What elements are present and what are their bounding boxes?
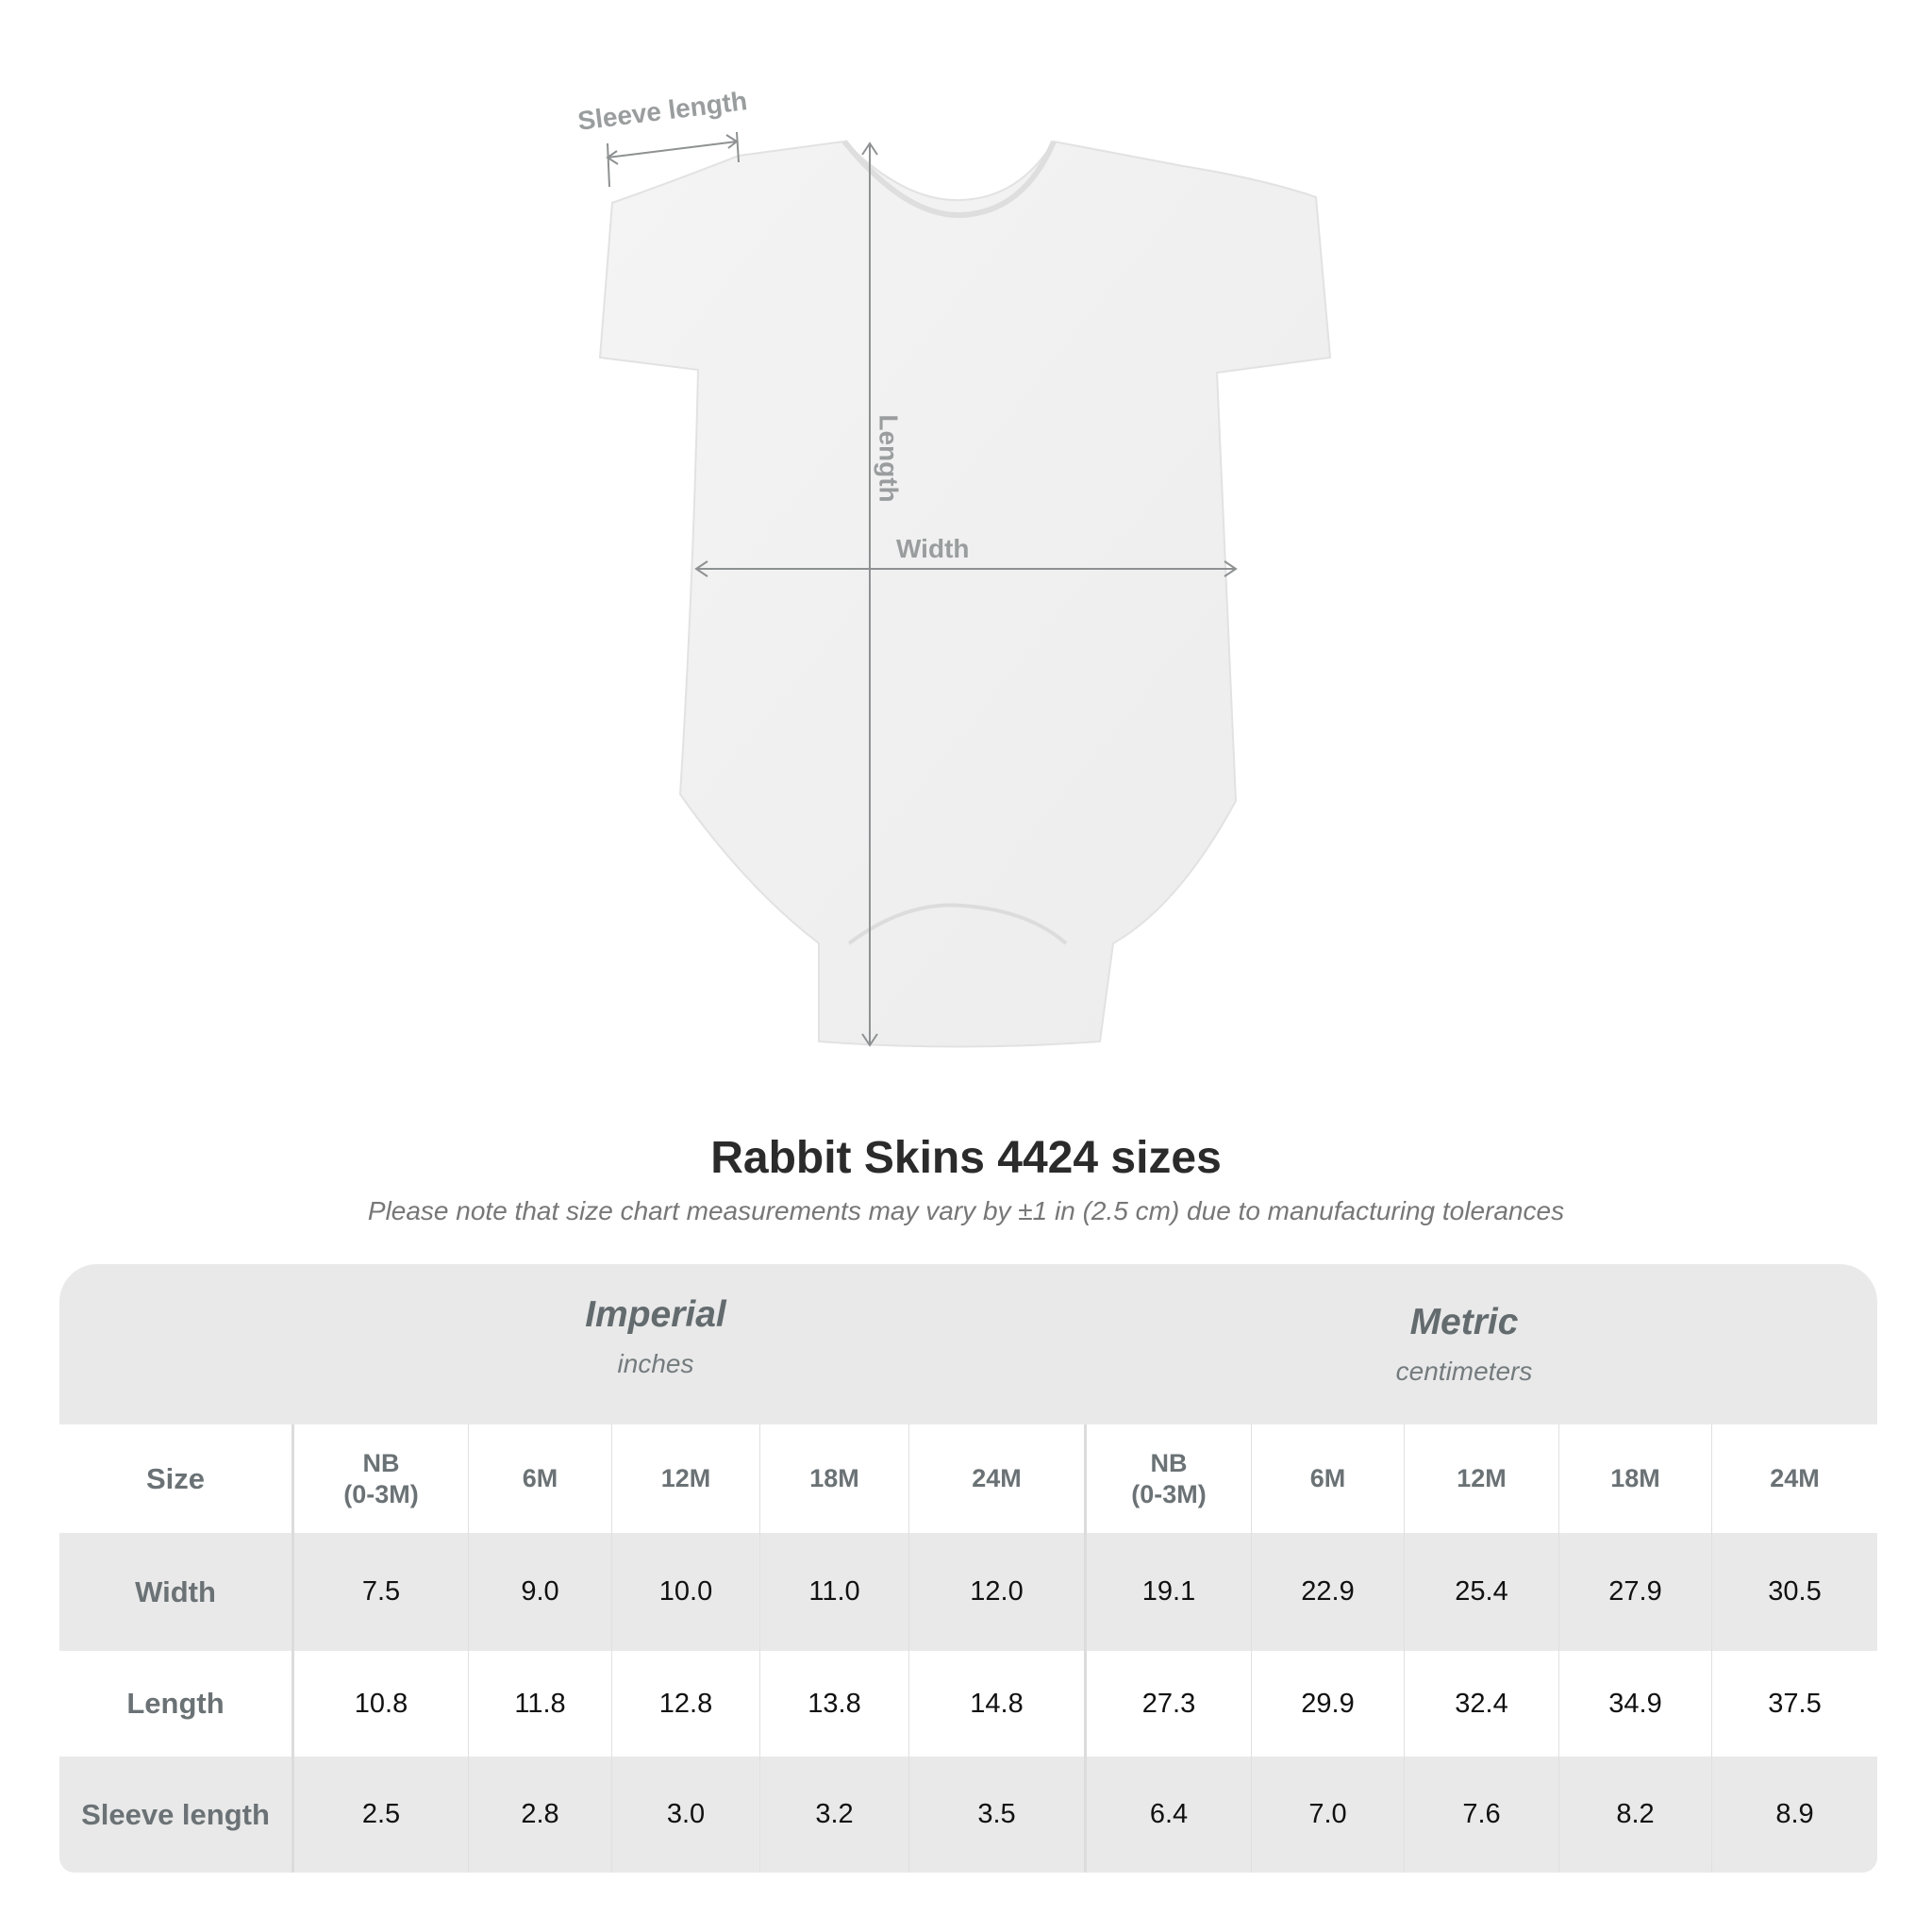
measurement-cell: 25.4 (1404, 1533, 1558, 1651)
size-column-header: 6M (468, 1424, 611, 1533)
measurement-cell: 32.4 (1404, 1651, 1558, 1757)
size-column-header: 18M (1558, 1424, 1711, 1533)
measurement-cell: 37.5 (1711, 1651, 1877, 1757)
size-column-header: 24M (1711, 1424, 1877, 1533)
measurement-cell: 8.2 (1558, 1757, 1711, 1873)
size-column-header: 12M (611, 1424, 759, 1533)
measurement-cell: 11.0 (759, 1533, 908, 1651)
measurement-cell: 7.0 (1251, 1757, 1404, 1873)
width-label: Width (896, 534, 970, 563)
measurement-cell: 22.9 (1251, 1533, 1404, 1651)
measurement-cell: 10.8 (291, 1651, 468, 1757)
measurement-cell: 3.2 (759, 1757, 908, 1873)
measurement-cell: 27.9 (1558, 1533, 1711, 1651)
measurement-cell: 3.5 (908, 1757, 1084, 1873)
size-table: Imperial inches Metric centimeters Size N… (59, 1264, 1877, 1873)
measurement-cell: 27.3 (1084, 1651, 1251, 1757)
page-title: Rabbit Skins 4424 sizes (710, 1133, 1222, 1183)
measurement-cell: 2.5 (291, 1757, 468, 1873)
measurement-cell: 13.8 (759, 1651, 908, 1757)
onesie-diagram (598, 131, 1332, 1048)
measurement-cell: 7.5 (291, 1533, 468, 1651)
table-header-band: Imperial inches Metric centimeters (59, 1264, 1877, 1424)
imperial-title: Imperial (585, 1294, 726, 1335)
measurement-cell: 8.9 (1711, 1757, 1877, 1873)
metric-unit: centimeters (1395, 1357, 1533, 1386)
measurement-cell: 12.0 (908, 1533, 1084, 1651)
row-label: Length (126, 1687, 225, 1720)
measurement-cell: 34.9 (1558, 1651, 1711, 1757)
size-column-header: 18M (759, 1424, 908, 1533)
metric-header: Metric centimeters (1228, 1302, 1700, 1387)
table-row: Width 7.5 9.0 10.0 11.0 12.0 19.1 22.9 25.4 27.9 3… (59, 1533, 1877, 1651)
table-row: Sleeve length 2.5 2.8 3.0 3.2 3.5 6.4 7.0 7.6 8.2… (59, 1757, 1877, 1873)
length-label: Length (874, 414, 904, 503)
row-label: Width (135, 1574, 216, 1608)
measurement-cell: 19.1 (1084, 1533, 1251, 1651)
measurement-cell: 2.8 (468, 1757, 611, 1873)
measurement-cell: 9.0 (468, 1533, 611, 1651)
size-column-header: 6M (1251, 1424, 1404, 1533)
tolerance-note: Please note that size chart measurements… (367, 1196, 1565, 1225)
measurement-cell: 10.0 (611, 1533, 759, 1651)
measurement-cell: 14.8 (908, 1651, 1084, 1757)
size-header-row: Size NB (0-3M) 6M 12M 18M 24M NB (0-3M) 6M 12M 18… (59, 1424, 1877, 1533)
imperial-unit: inches (617, 1349, 694, 1378)
imperial-header: Imperial inches (420, 1294, 891, 1379)
measurement-cell: 7.6 (1404, 1757, 1558, 1873)
measurement-cell: 11.8 (468, 1651, 611, 1757)
measurement-cell: 3.0 (611, 1757, 759, 1873)
measurement-cell: 29.9 (1251, 1651, 1404, 1757)
row-label: Sleeve length (81, 1797, 270, 1831)
size-column-header: NB (0-3M) (1084, 1424, 1251, 1533)
size-column-header: NB (0-3M) (291, 1424, 468, 1533)
measurement-cell: 6.4 (1084, 1757, 1251, 1873)
onesie-neckband (841, 140, 1057, 219)
measurement-cell: 30.5 (1711, 1533, 1877, 1651)
measurement-cell: 12.8 (611, 1651, 759, 1757)
onesie-snap-flap (847, 903, 1068, 945)
size-column-header: 12M (1404, 1424, 1558, 1533)
sleeve-line (607, 141, 738, 158)
size-label: Size (145, 1461, 206, 1495)
size-column-header: 24M (908, 1424, 1084, 1533)
table-row: Length 10.8 11.8 12.8 13.8 14.8 27.3 29.9 32.4 34… (59, 1651, 1877, 1757)
onesie-shape (598, 140, 1332, 1048)
metric-title: Metric (1409, 1302, 1519, 1342)
